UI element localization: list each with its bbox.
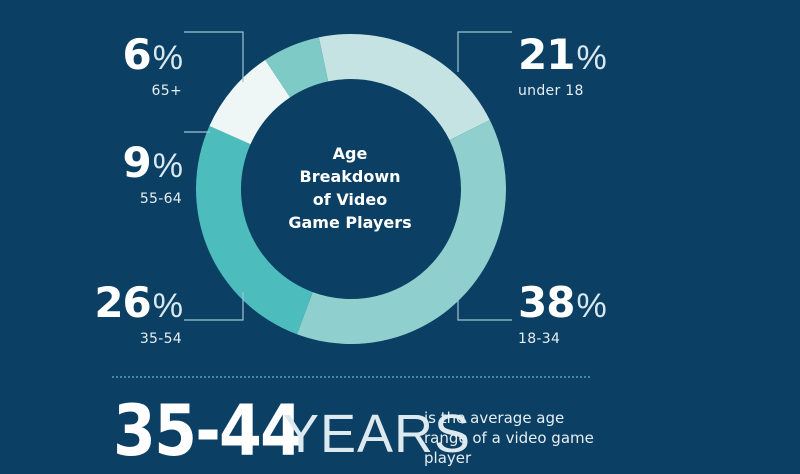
average-age-range: 35-44	[113, 390, 303, 472]
center-title-line-2: Breakdown	[299, 167, 401, 186]
pct-sign-55-64: %	[152, 147, 183, 185]
callout-65-plus: 6% 65+	[82, 34, 183, 100]
leader-line-18-34	[457, 286, 512, 321]
leader-line-35-54	[184, 292, 244, 321]
average-age-description: is the average age range of a video game…	[424, 409, 594, 467]
pct-label-35-54: 35-54	[139, 331, 182, 347]
leader-line-under-18	[457, 31, 512, 72]
donut-slice-under-18	[318, 34, 490, 141]
pct-label-65-plus: 65+	[151, 83, 182, 99]
callout-18-34: 38% 18-34	[518, 282, 658, 348]
pct-value-under-18: 21	[518, 30, 575, 79]
donut-slice-65-	[265, 37, 329, 98]
callout-55-64: 9% 55-64	[82, 142, 183, 208]
donut-slices	[196, 34, 506, 345]
pct-sign-18-34: %	[576, 287, 606, 325]
average-age-unit: YEARS	[283, 404, 472, 464]
center-title-line-1: Age	[332, 144, 368, 163]
pct-value-35-54: 26	[94, 278, 151, 327]
donut-slice-55-64	[209, 59, 291, 145]
pct-sign-65-plus: %	[152, 39, 183, 77]
leader-lines	[184, 31, 512, 321]
pct-value-18-34: 38	[518, 278, 575, 327]
callout-under-18: 21% under 18	[518, 34, 658, 100]
center-title-line-4: Game Players	[288, 213, 412, 232]
pct-label-18-34: 18-34	[518, 331, 561, 347]
pct-value-55-64: 9	[122, 138, 152, 187]
pct-label-55-64: 55-64	[139, 191, 182, 207]
callout-35-54: 26% 35-54	[62, 282, 183, 348]
chart-center-title: Age Breakdown of Video Game Players	[270, 142, 430, 234]
pct-label-under-18: under 18	[518, 83, 584, 99]
center-title-line-3: of Video	[312, 190, 388, 209]
pct-sign-under-18: %	[576, 39, 606, 77]
pct-value-65-plus: 6	[122, 30, 152, 79]
leader-line-65-plus	[184, 31, 244, 82]
dotted-divider	[112, 376, 590, 378]
donut-slice-18-34	[296, 120, 506, 345]
pct-sign-35-54: %	[152, 287, 183, 325]
donut-slice-35-54	[196, 125, 313, 335]
